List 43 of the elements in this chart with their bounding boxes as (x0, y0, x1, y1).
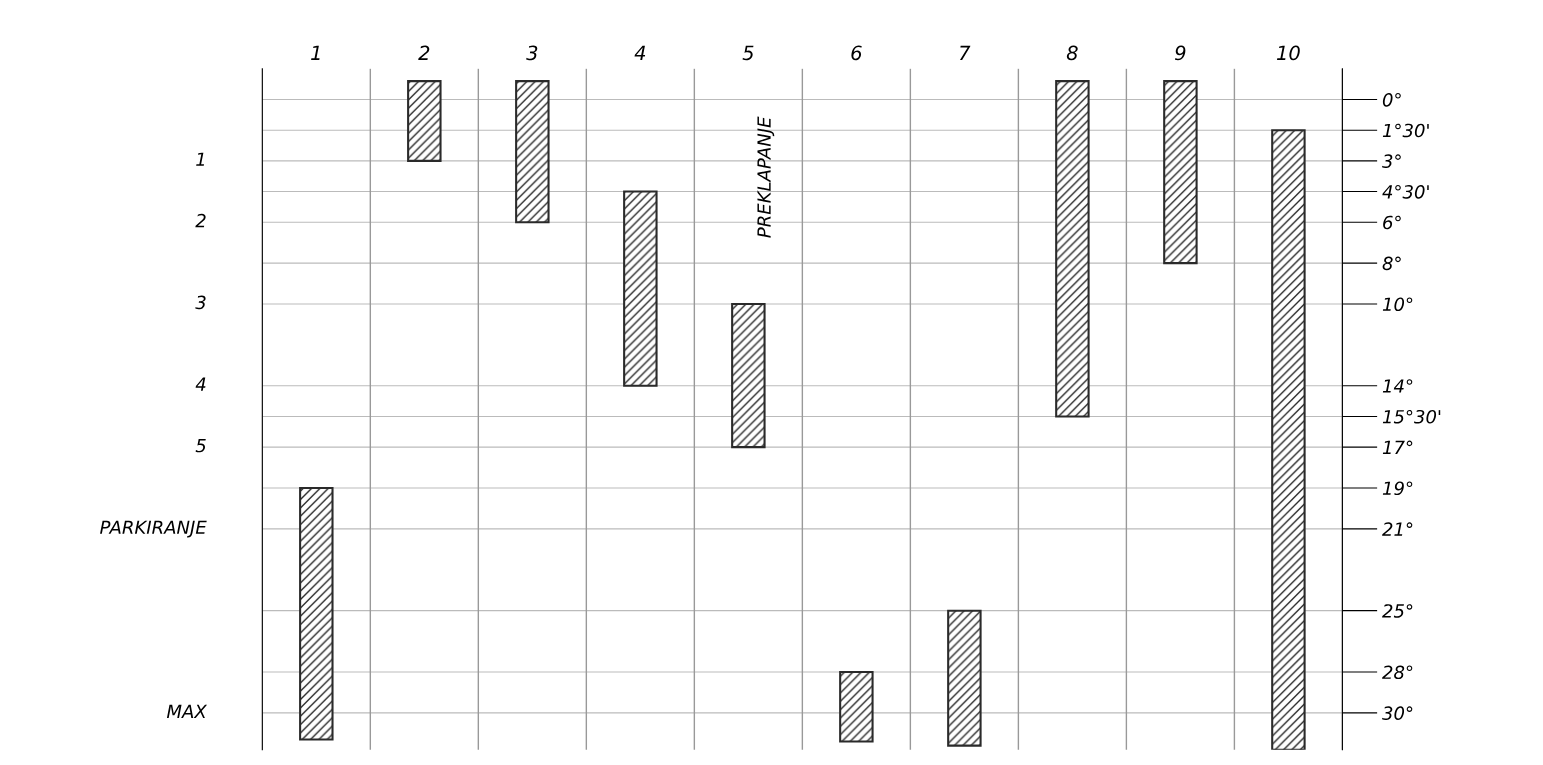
bar (947, 609, 982, 747)
bar (1163, 80, 1198, 265)
y-tick-label: 4°30' (1382, 184, 1429, 199)
y-tick-label: 8° (1382, 256, 1401, 271)
bar (839, 670, 874, 743)
text: PARKIRANJE (100, 520, 207, 538)
y-tick-label: 3° (1382, 154, 1401, 168)
bar (407, 80, 442, 162)
y-tick-label: 28° (1382, 665, 1413, 680)
x-tick-label: 1 (311, 45, 320, 60)
y-tick-label: 14° (1382, 379, 1413, 393)
text: 2 (195, 213, 206, 228)
y-tick-label: 25° (1382, 604, 1413, 618)
text: MAX (166, 704, 208, 718)
text: 3 (195, 295, 206, 310)
x-tick-label: 3 (526, 45, 538, 61)
x-tick-label: 5 (742, 45, 754, 61)
bar (623, 190, 658, 387)
x-tick-label: 7 (959, 45, 971, 60)
bar (515, 80, 550, 224)
y-tick-label: 21° (1382, 522, 1413, 536)
y-tick-label: 0° (1382, 92, 1401, 107)
x-tick-label: 10 (1276, 45, 1300, 61)
y-tick-label: 15°30' (1382, 409, 1441, 424)
x-tick-label: 6 (851, 45, 862, 61)
x-tick-label: 8 (1066, 45, 1078, 61)
y-tick-label: 1°30' (1382, 123, 1429, 138)
y-tick-label: 30° (1382, 706, 1413, 721)
annotation: PREKLAPANJE (757, 116, 775, 238)
bar (1271, 129, 1306, 750)
bar (731, 302, 766, 449)
x-tick-label: 2 (418, 45, 430, 60)
y-tick-label: 10° (1382, 297, 1413, 312)
y-tick-label: 6° (1383, 215, 1401, 230)
text: 4 (195, 377, 206, 391)
y-tick-label: 19° (1382, 481, 1413, 496)
bar (299, 486, 334, 741)
x-tick-label: 4 (634, 45, 646, 60)
text: 5 (195, 438, 206, 453)
x-tick-label: 9 (1175, 45, 1186, 61)
y-tick-label: 17° (1382, 440, 1413, 454)
text: 1 (196, 152, 205, 166)
bar (1055, 80, 1090, 418)
